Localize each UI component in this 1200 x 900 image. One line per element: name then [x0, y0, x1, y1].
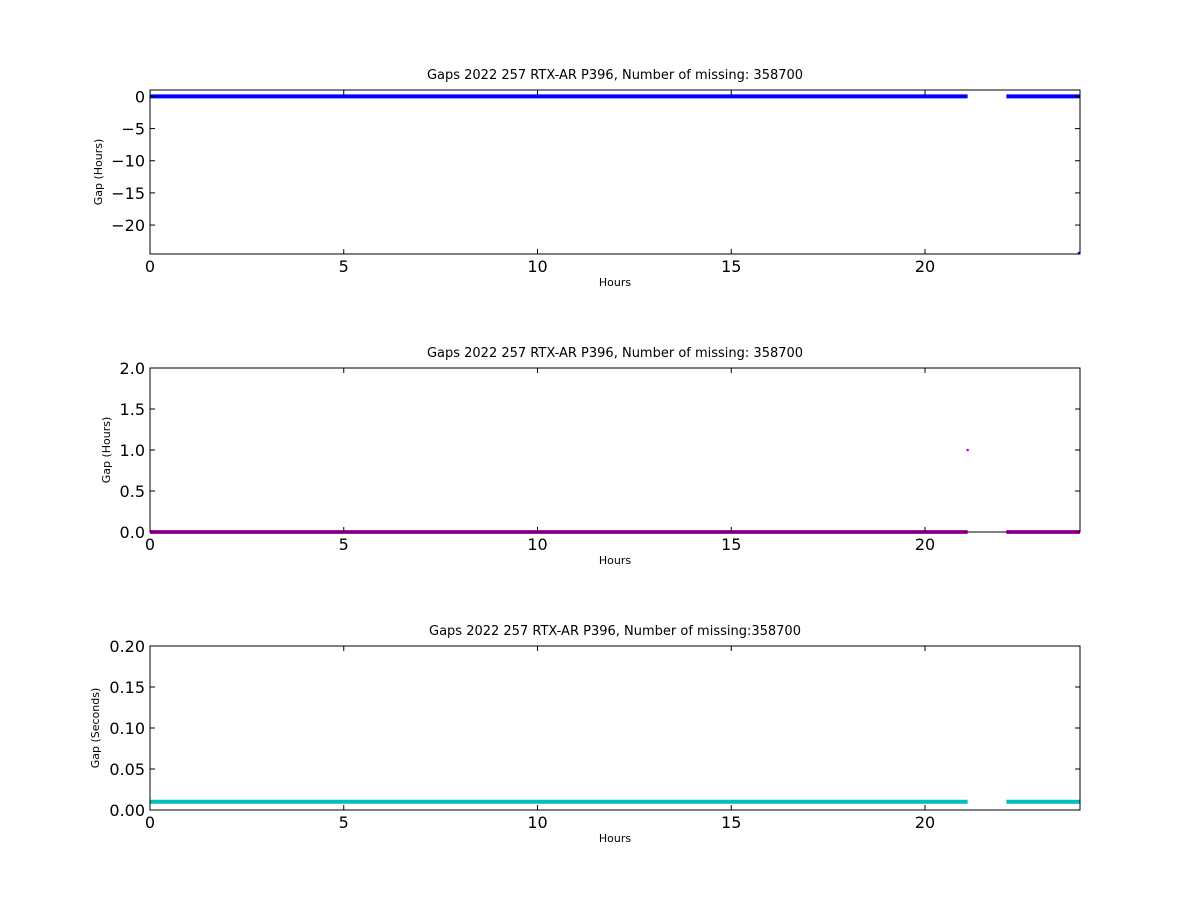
- chart-3: Gaps 2022 257 RTX-AR P396, Number of mis…: [89, 624, 1081, 845]
- plot-frame: [149, 645, 1081, 811]
- chart-2: Gaps 2022 257 RTX-AR P396, Number of mis…: [100, 346, 1081, 567]
- x-tick-label: 15: [721, 257, 741, 276]
- y-tick-label: 0.5: [120, 482, 145, 501]
- chart-1: Gaps 2022 257 RTX-AR P396, Number of mis…: [92, 68, 1081, 289]
- plot-frame: [149, 367, 1081, 533]
- x-tick-label: 0: [145, 535, 155, 554]
- y-tick-label: 0.00: [109, 801, 145, 820]
- y-axis-label: Gap (Hours): [92, 139, 105, 206]
- x-tick-label: 5: [339, 535, 349, 554]
- chart-title: Gaps 2022 257 RTX-AR P396, Number of mis…: [429, 624, 801, 639]
- x-tick-label: 20: [915, 535, 935, 554]
- y-tick-label: 0: [135, 87, 145, 106]
- y-tick-label: −15: [111, 184, 145, 203]
- y-tick-label: −20: [111, 216, 145, 235]
- y-axis-label: Gap (Hours): [100, 417, 113, 484]
- y-tick-label: 0.10: [109, 719, 145, 738]
- x-tick-label: 0: [145, 813, 155, 832]
- chart-title: Gaps 2022 257 RTX-AR P396, Number of mis…: [427, 346, 803, 361]
- data-point-1: [966, 448, 969, 452]
- x-tick-label: 10: [527, 813, 547, 832]
- x-tick-label: 15: [721, 535, 741, 554]
- x-tick-label: 10: [527, 257, 547, 276]
- y-axis-label: Gap (Seconds): [89, 688, 102, 769]
- x-axis-label: Hours: [599, 832, 631, 845]
- x-tick-label: 20: [915, 813, 935, 832]
- y-tick-label: −5: [121, 120, 145, 139]
- x-tick-label: 5: [339, 813, 349, 832]
- x-tick-label: 10: [527, 535, 547, 554]
- x-axis-label: Hours: [599, 554, 631, 567]
- x-tick-label: 15: [721, 813, 741, 832]
- y-tick-label: 0.05: [109, 760, 145, 779]
- y-tick-label: 2.0: [120, 359, 145, 378]
- x-axis-label: Hours: [599, 276, 631, 289]
- y-tick-label: 0.0: [120, 523, 145, 542]
- y-tick-label: −10: [111, 152, 145, 171]
- y-tick-label: 1.5: [120, 400, 145, 419]
- y-tick-label: 0.15: [109, 678, 145, 697]
- plot-frame: [149, 89, 1081, 255]
- x-tick-label: 20: [915, 257, 935, 276]
- chart-title: Gaps 2022 257 RTX-AR P396, Number of mis…: [427, 68, 803, 83]
- x-tick-label: 0: [145, 257, 155, 276]
- y-tick-label: 1.0: [120, 441, 145, 460]
- y-tick-label: 0.20: [109, 637, 145, 656]
- x-tick-label: 5: [339, 257, 349, 276]
